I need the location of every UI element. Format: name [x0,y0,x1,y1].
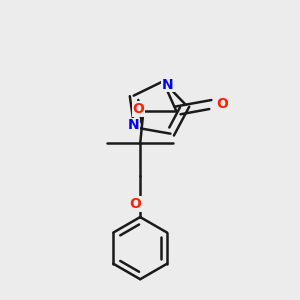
Text: N: N [162,78,174,92]
Text: N: N [128,118,139,132]
Text: O: O [133,102,145,116]
Text: O: O [216,97,228,111]
Text: O: O [129,197,141,211]
